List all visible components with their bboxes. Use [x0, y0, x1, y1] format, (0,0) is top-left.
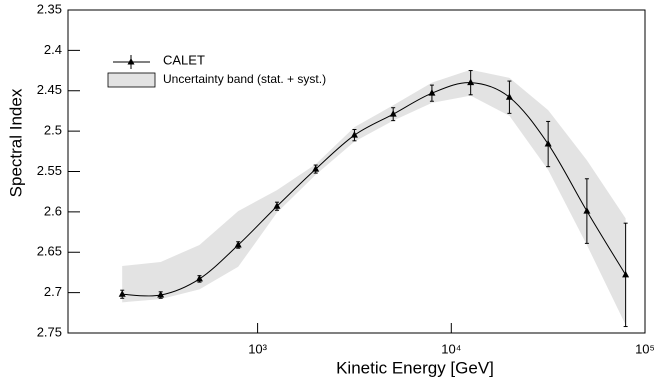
- y-tick-label: 2.5: [44, 123, 62, 138]
- y-tick-label: 2.4: [44, 42, 62, 57]
- data-point: [195, 274, 203, 282]
- data-point: [157, 291, 165, 298]
- legend-label: CALET: [163, 52, 205, 67]
- legend-label: Uncertainty band (stat. + syst.): [163, 72, 326, 86]
- data-point: [544, 140, 552, 147]
- y-tick-label: 2.7: [44, 284, 62, 299]
- y-axis-label: Spectral Index: [6, 88, 25, 197]
- legend-band: [107, 72, 156, 88]
- y-tick-label: 2.35: [37, 1, 62, 16]
- x-axis-label: Kinetic Energy [GeV]: [336, 358, 494, 377]
- uncertainty-band: [122, 69, 626, 325]
- y-tick-label: 2.6: [44, 203, 62, 218]
- data-point: [505, 93, 513, 100]
- y-tick-label: 2.65: [37, 244, 62, 259]
- y-tick-label: 2.55: [37, 163, 62, 178]
- data-point: [312, 165, 320, 172]
- legend-marker: [127, 58, 135, 65]
- data-point: [622, 270, 630, 278]
- data-point: [273, 202, 281, 209]
- y-tick-label: 2.45: [37, 82, 62, 97]
- y-tick-label: 2.75: [37, 324, 62, 339]
- data-point: [428, 89, 436, 96]
- data-point: [118, 290, 126, 297]
- data-point: [583, 207, 591, 214]
- data-point: [350, 131, 358, 138]
- data-point: [467, 78, 475, 86]
- data-point: [234, 240, 242, 248]
- x-tick-label: 10⁵: [635, 341, 654, 356]
- data-point: [389, 110, 397, 117]
- x-tick-label: 10³: [248, 341, 267, 356]
- x-tick-label: 10⁴: [441, 341, 461, 356]
